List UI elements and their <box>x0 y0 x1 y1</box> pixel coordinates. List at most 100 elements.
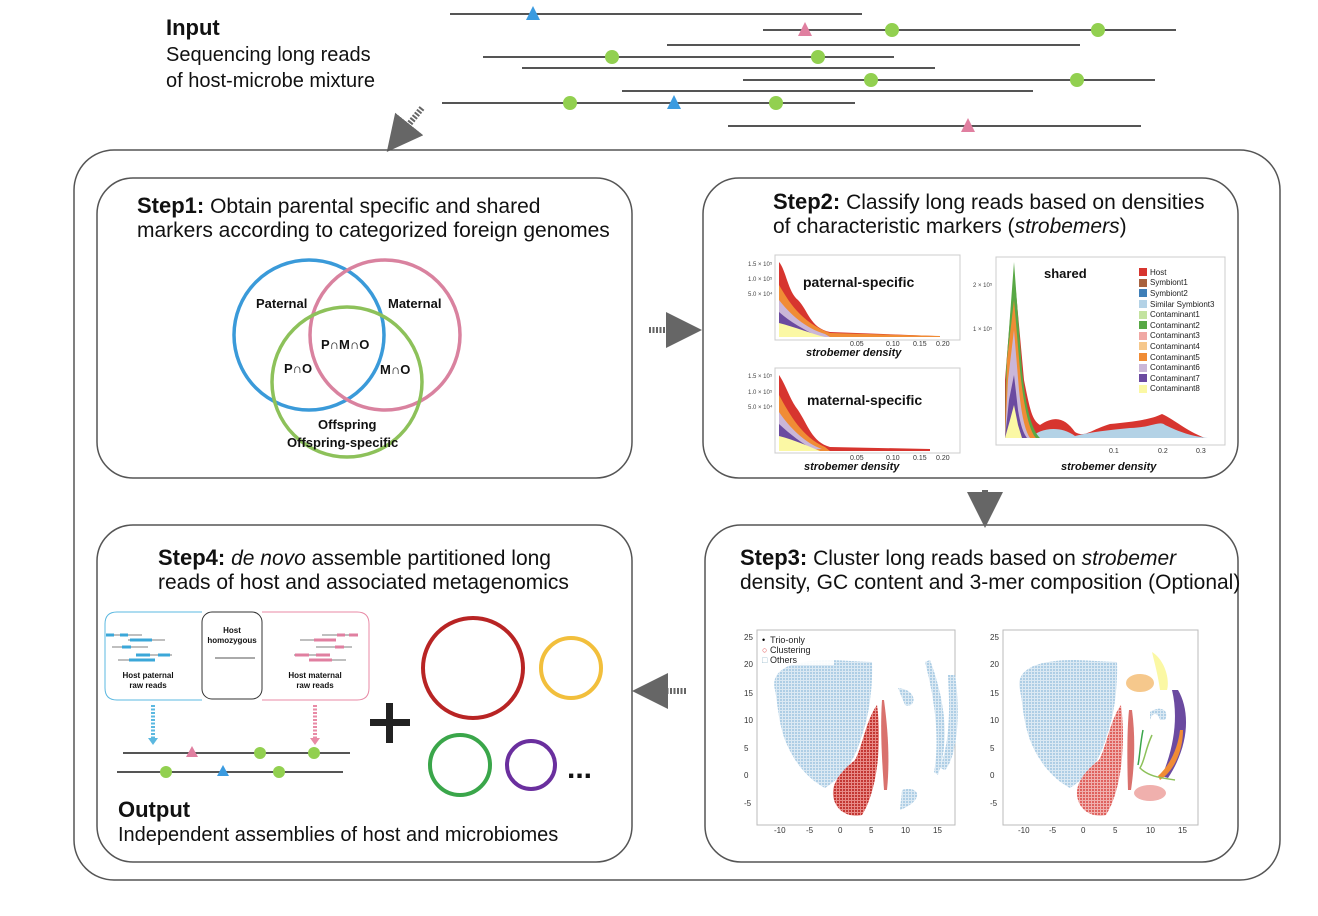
axis-tick: 5 <box>869 826 874 835</box>
x-tick: 0.1 <box>1109 448 1119 455</box>
shared-xlabel: strobemer density <box>1061 461 1157 473</box>
x-tick: 0.05 <box>850 341 864 348</box>
plus-icon <box>370 703 410 743</box>
axis-tick: 25 <box>990 633 999 642</box>
paternal-xlabel: strobemer density <box>806 347 902 359</box>
legend-swatch <box>1139 331 1147 340</box>
output-title: Output <box>118 797 191 822</box>
axis-tick: -5 <box>744 799 752 808</box>
legend-label: Symbiont1 <box>1150 278 1188 288</box>
x-tick: 0.2 <box>1158 448 1168 455</box>
x-tick: 0.15 <box>913 341 927 348</box>
axis-tick: 15 <box>1178 826 1187 835</box>
legend-label: Contaminant1 <box>1150 310 1200 320</box>
venn-maternal: Maternal <box>388 296 442 311</box>
partition-box <box>104 611 370 701</box>
x-tick: 0.10 <box>886 341 900 348</box>
step2-heading-line2: of characteristic markers (strobemers) <box>773 215 1127 238</box>
legend-swatch <box>1139 384 1147 393</box>
axis-tick: -5 <box>990 799 998 808</box>
legend-item: Contaminant2 <box>1139 320 1214 331</box>
shared-density-plot <box>995 256 1226 446</box>
legend-label: Contaminant6 <box>1150 363 1200 373</box>
legend-label: Contaminant8 <box>1150 384 1200 394</box>
x-tick: 0.05 <box>850 455 864 462</box>
venn-diagram <box>232 258 462 459</box>
y-tick: 5.0 × 10⁴ <box>748 405 773 411</box>
y-tick: 1 × 10⁵ <box>973 327 993 333</box>
axis-tick: 15 <box>744 689 753 698</box>
venn-po: P∩O <box>284 361 313 376</box>
outer-frame <box>73 149 1281 881</box>
scatter-legend: • Trio-only ○ Clustering □ Others <box>762 635 834 665</box>
legend-label: Contaminant5 <box>1150 352 1200 362</box>
axis-tick: 0 <box>744 771 749 780</box>
step1-heading: Step1: Obtain parental specific and shar… <box>137 193 541 218</box>
axis-tick: 15 <box>933 826 942 835</box>
axis-tick: -10 <box>1018 826 1030 835</box>
legend-swatch <box>1139 268 1147 277</box>
legend-item: Symbiont1 <box>1139 278 1214 289</box>
legend-item: Contaminant4 <box>1139 341 1214 352</box>
legend-item: Symbiont2 <box>1139 288 1214 299</box>
legend-swatch <box>1139 278 1147 287</box>
shared-plot-title: shared <box>1044 266 1087 281</box>
venn-mo: M∩O <box>380 362 411 377</box>
maternal-density-plot <box>774 367 961 454</box>
axis-tick: 0 <box>1081 826 1086 835</box>
legend-item: Contaminant1 <box>1139 309 1214 320</box>
legend-label: Contaminant3 <box>1150 331 1200 341</box>
step1-heading-line2: markers according to categorized foreign… <box>137 219 610 242</box>
paternal-density-plot <box>774 254 961 341</box>
step2-panel <box>702 177 1239 479</box>
legend-item: Host <box>1139 267 1214 278</box>
venn-offspring-specific: Offspring-specific <box>287 435 399 450</box>
legend-item: Similar Symbiont3 <box>1139 299 1214 310</box>
legend-item: Contaminant5 <box>1139 352 1214 363</box>
y-tick: 1.0 × 10⁵ <box>748 277 773 283</box>
axis-tick: 20 <box>744 660 753 669</box>
host-maternal-label: Host maternal raw reads <box>288 671 342 690</box>
venn-offspring: Offspring <box>318 417 377 432</box>
legend-swatch <box>1139 353 1147 362</box>
axis-tick: -5 <box>806 826 814 835</box>
output-text: Independent assemblies of host and micro… <box>118 824 559 846</box>
legend-label: Contaminant2 <box>1150 320 1200 330</box>
axis-tick: 5 <box>1113 826 1118 835</box>
legend-item: Contaminant6 <box>1139 362 1214 373</box>
input-arrow <box>386 106 425 153</box>
legend-label: Contaminant7 <box>1150 373 1200 383</box>
step3-heading: Step3: Cluster long reads based on strob… <box>740 545 1177 570</box>
legend-item: Contaminant8 <box>1139 384 1214 395</box>
x-tick: 0.15 <box>913 455 927 462</box>
density-legend: Host Symbiont1 Symbiont2 Similar Symbiont3 C… <box>1139 267 1214 394</box>
axis-tick: -5 <box>1049 826 1057 835</box>
y-tick: 5.0 × 10⁴ <box>748 292 773 298</box>
host-paternal-label: Host paternal raw reads <box>122 671 174 690</box>
legend-swatch <box>1139 374 1147 383</box>
x-tick: 0.3 <box>1196 448 1206 455</box>
legend-label: Host <box>1150 267 1167 277</box>
input-line2: of host-microbe mixture <box>166 70 375 92</box>
axis-tick: 5 <box>990 744 995 753</box>
y-tick: 2 × 10⁵ <box>973 283 993 289</box>
axis-tick: 10 <box>744 716 753 725</box>
legend-item: Contaminant3 <box>1139 331 1214 342</box>
legend-swatch <box>1139 300 1147 309</box>
input-line1: Sequencing long reads <box>166 44 371 66</box>
legend-swatch <box>1139 310 1147 319</box>
assembled-haplotypes <box>117 746 350 778</box>
legend-label: Similar Symbiont3 <box>1150 299 1215 309</box>
legend-label: Symbiont2 <box>1150 288 1188 298</box>
y-tick: 1.5 × 10⁵ <box>748 374 773 380</box>
x-tick: 0.20 <box>936 341 950 348</box>
axis-tick: 10 <box>990 716 999 725</box>
legend-swatch <box>1139 289 1147 298</box>
input-reads <box>442 13 1176 127</box>
step3-heading-line2: density, GC content and 3-mer compositio… <box>740 571 1241 594</box>
maternal-plot-title: maternal-specific <box>807 392 923 408</box>
axis-tick: 20 <box>990 660 999 669</box>
axis-tick: -10 <box>774 826 786 835</box>
x-tick: 0.10 <box>886 455 900 462</box>
